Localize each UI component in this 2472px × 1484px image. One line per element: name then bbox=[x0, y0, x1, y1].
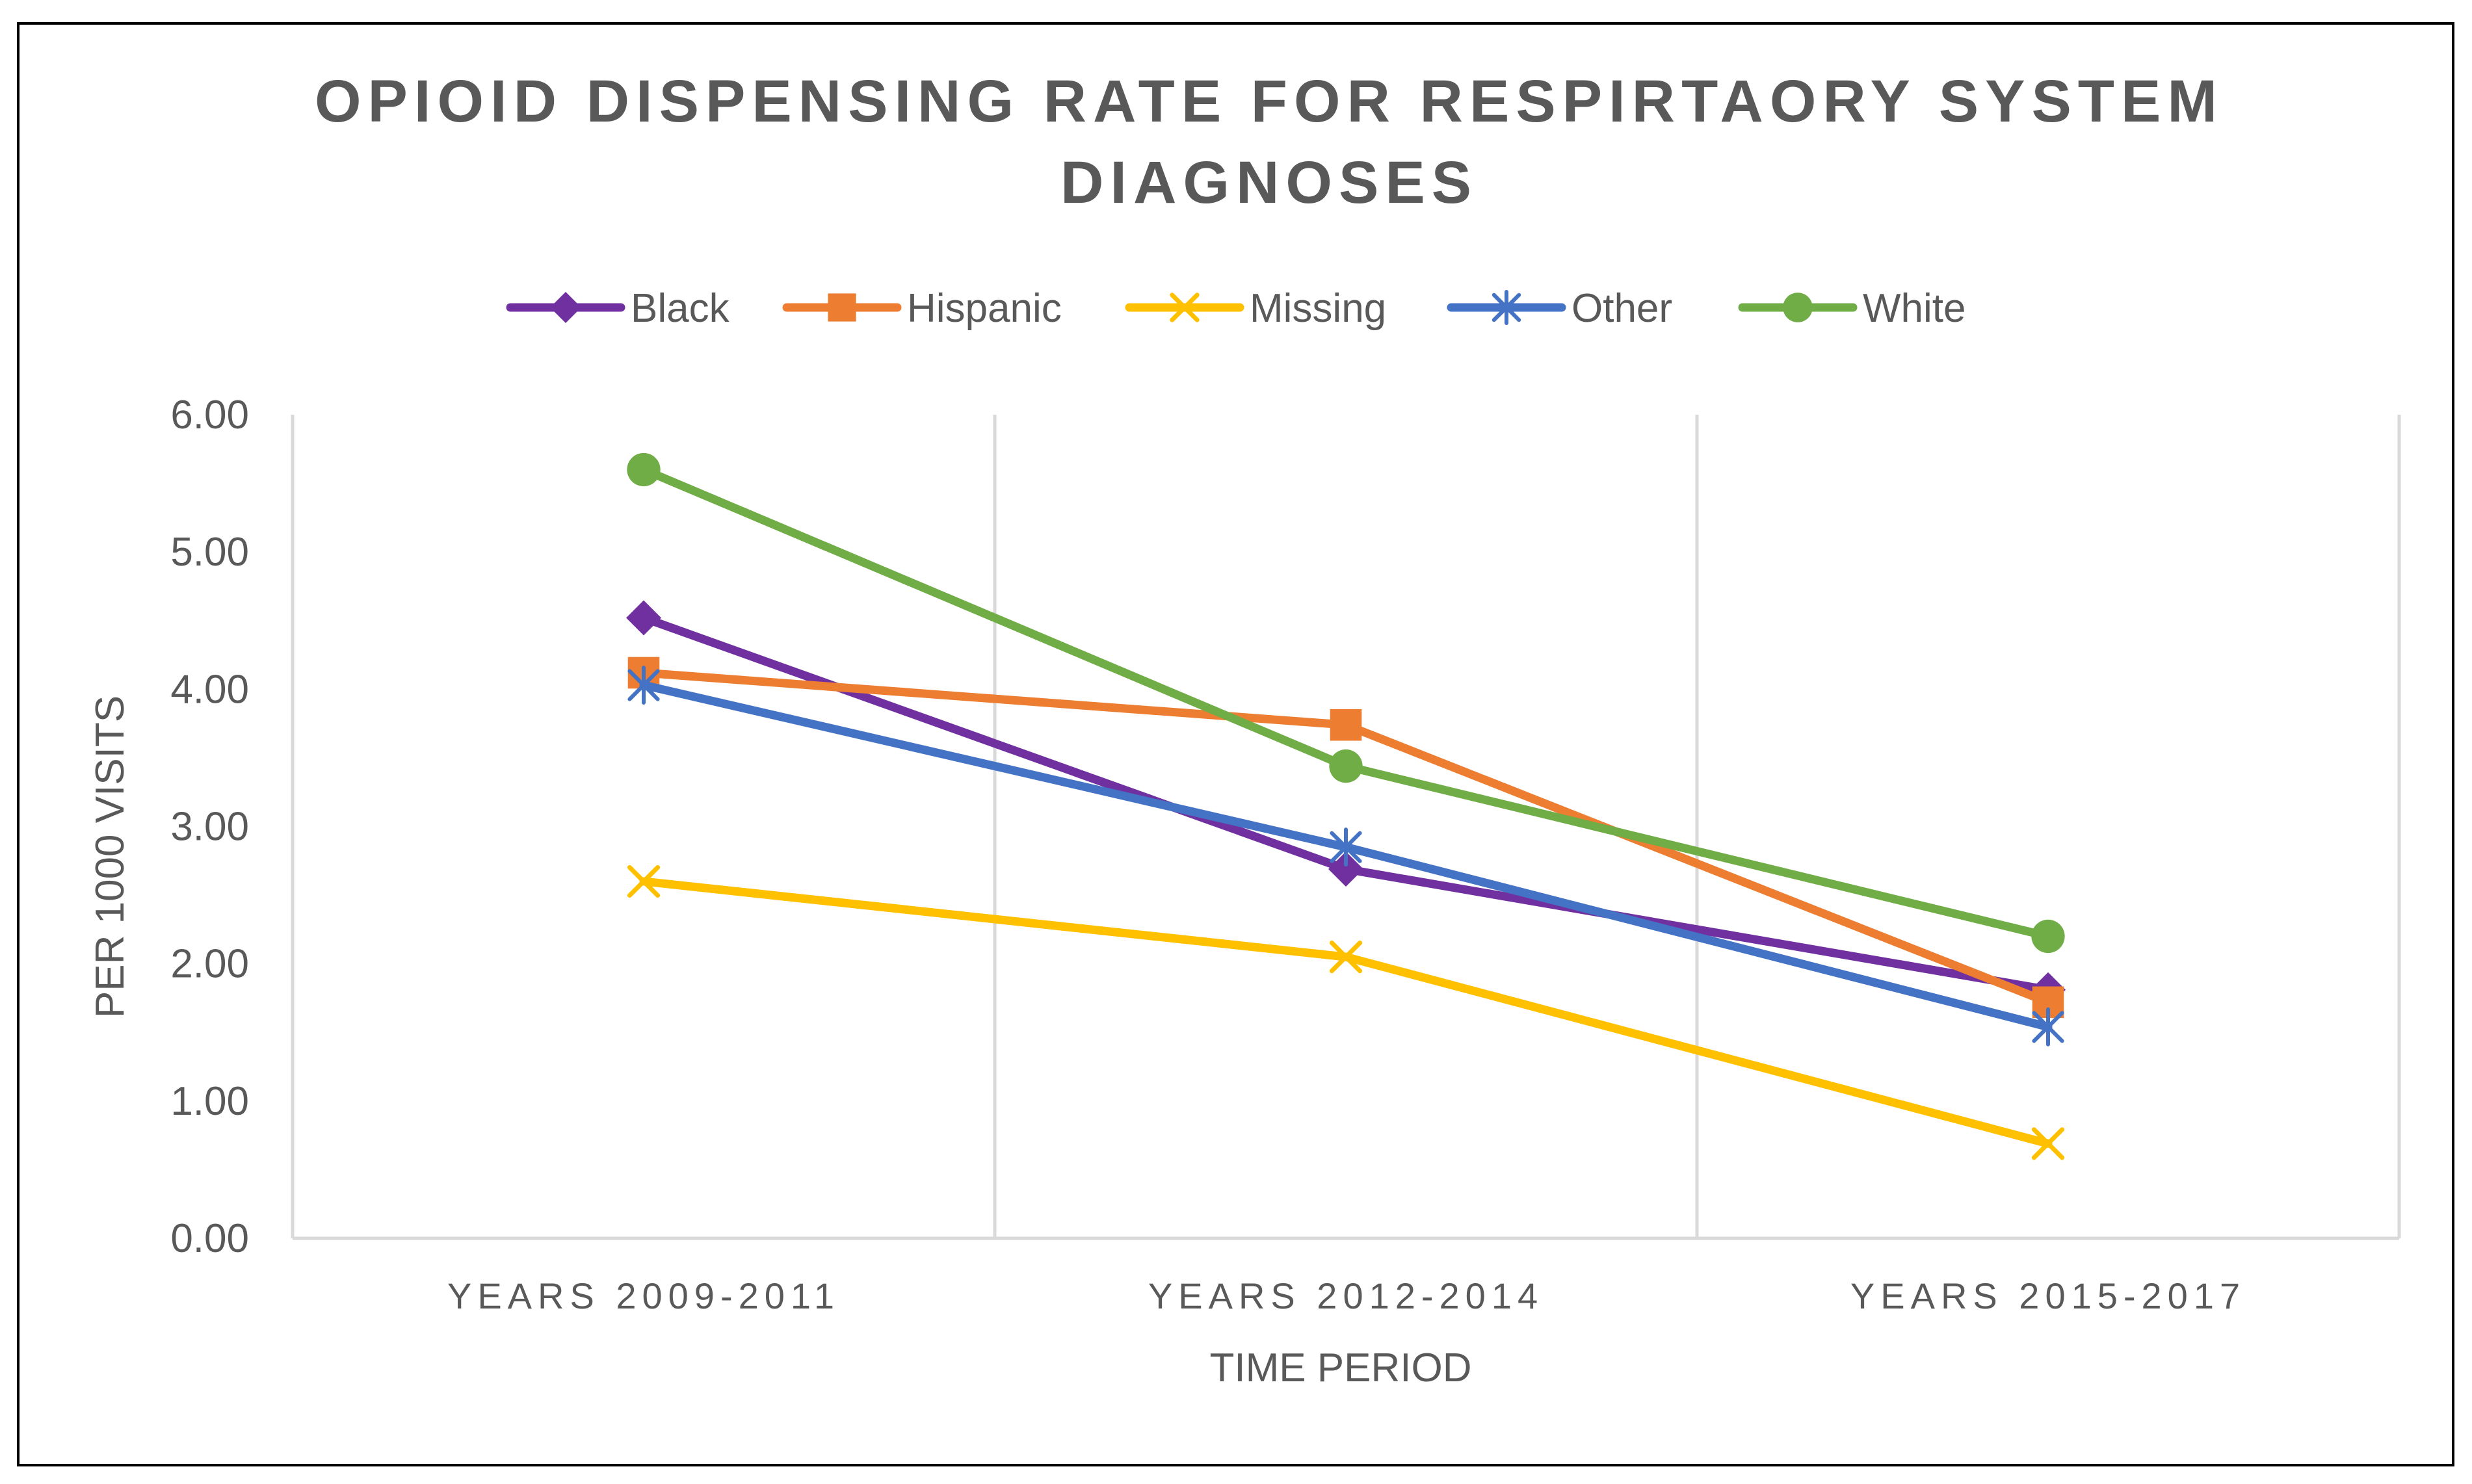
x-marker-stroke bbox=[1329, 941, 1363, 974]
x-marker-stroke bbox=[1170, 293, 1200, 322]
data-point-black bbox=[626, 600, 661, 636]
circle-marker bbox=[1783, 293, 1813, 322]
legend-label-missing: Missing bbox=[1250, 286, 1386, 331]
circle-marker bbox=[2031, 919, 2065, 954]
y-tick-label: 0.00 bbox=[170, 1216, 249, 1261]
y-axis-title: PER 1000 VISITS bbox=[88, 696, 133, 1018]
legend-marker-other bbox=[1492, 290, 1521, 325]
asterisk-marker bbox=[2032, 1007, 2064, 1047]
chart-frame bbox=[17, 22, 2454, 1466]
data-point-other bbox=[2032, 1007, 2064, 1047]
x-tick-label: YEARS 2012-2014 bbox=[1148, 1275, 1544, 1316]
legend-label-hispanic: Hispanic bbox=[907, 286, 1062, 331]
legend-item-missing: Missing bbox=[1125, 286, 1386, 331]
legend-marker-missing bbox=[1170, 293, 1200, 322]
series-layer bbox=[626, 452, 2066, 1160]
y-tick-label: 6.00 bbox=[170, 393, 249, 437]
data-point-white bbox=[627, 452, 661, 487]
asterisk-marker bbox=[1492, 290, 1521, 325]
asterisk-marker bbox=[1330, 827, 1362, 867]
data-point-black bbox=[1328, 851, 1363, 887]
y-tick-label: 1.00 bbox=[170, 1079, 249, 1124]
legend-marker-black bbox=[550, 292, 581, 323]
data-point-white bbox=[1329, 749, 1363, 783]
legend-marker-hispanic bbox=[828, 293, 856, 322]
legend-marker-white bbox=[1783, 293, 1813, 322]
x-axis-title: TIME PERIOD bbox=[1209, 1346, 1471, 1390]
chart-title-line-2: DIAGNOSES bbox=[1060, 150, 1478, 216]
data-point-other bbox=[1330, 827, 1362, 867]
x-marker-stroke bbox=[2031, 1127, 2065, 1160]
asterisk-marker bbox=[627, 665, 660, 705]
x-tick-label: YEARS 2015-2017 bbox=[1850, 1275, 2246, 1316]
y-axis-ticks: 0.00 1.00 2.00 3.00 4.00 5.00 6.00 bbox=[170, 393, 249, 1261]
diamond-marker bbox=[550, 292, 581, 323]
chart-grid bbox=[291, 415, 2401, 1240]
square-marker bbox=[1330, 709, 1362, 741]
chart-title-line-1: OPIOID DISPENSING RATE FOR RESPIRTAORY S… bbox=[315, 68, 2224, 135]
y-tick-label: 4.00 bbox=[170, 667, 249, 712]
legend-item-white: White bbox=[1738, 286, 1966, 331]
series-other bbox=[627, 665, 2064, 1047]
legend-item-other: Other bbox=[1447, 286, 1672, 331]
data-point-missing bbox=[627, 865, 661, 898]
circle-marker bbox=[1329, 749, 1363, 783]
legend-label-white: White bbox=[1863, 286, 1966, 331]
legend-label-black: Black bbox=[631, 286, 730, 331]
x-marker bbox=[2031, 1127, 2065, 1160]
x-axis-ticks: YEARS 2009-2011 YEARS 2012-2014 YEARS 2015… bbox=[447, 1275, 2246, 1316]
y-tick-label: 5.00 bbox=[170, 530, 249, 575]
legend-label-other: Other bbox=[1571, 286, 1672, 331]
data-point-other bbox=[627, 665, 660, 705]
series-white bbox=[627, 452, 2065, 954]
diamond-marker bbox=[626, 600, 661, 636]
series-missing bbox=[627, 865, 2065, 1160]
data-point-hispanic bbox=[1330, 709, 1362, 741]
diamond-marker bbox=[1328, 851, 1363, 887]
x-marker bbox=[1329, 941, 1363, 974]
y-tick-label: 2.00 bbox=[170, 942, 249, 987]
data-point-white bbox=[2031, 919, 2065, 954]
x-marker-stroke bbox=[627, 865, 661, 898]
circle-marker bbox=[627, 452, 661, 487]
x-marker bbox=[627, 865, 661, 898]
legend-item-hispanic: Hispanic bbox=[782, 286, 1062, 331]
square-marker bbox=[828, 293, 856, 322]
x-tick-label: YEARS 2009-2011 bbox=[447, 1275, 840, 1316]
chart-legend: Black Hispanic Missing Other White bbox=[506, 286, 1966, 331]
y-tick-label: 3.00 bbox=[170, 805, 249, 850]
data-point-missing bbox=[1329, 941, 1363, 974]
x-marker bbox=[1170, 293, 1200, 322]
data-point-missing bbox=[2031, 1127, 2065, 1160]
legend-item-black: Black bbox=[506, 286, 730, 331]
